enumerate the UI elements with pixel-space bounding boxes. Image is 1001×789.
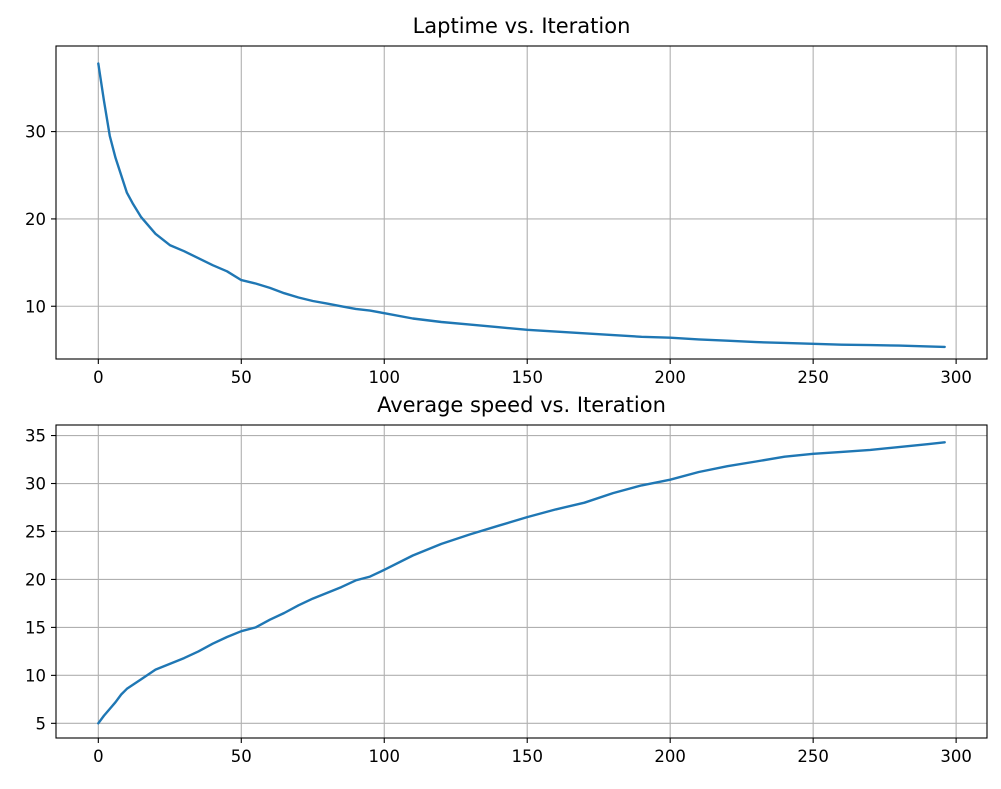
speed-x-tick-label: 100 — [369, 747, 401, 766]
laptime-x-tick-label: 150 — [511, 368, 543, 387]
speed-x-tick-label: 300 — [940, 747, 972, 766]
speed-y-tick-label: 10 — [25, 666, 46, 685]
laptime-x-tick-label: 0 — [93, 368, 104, 387]
speed-y-tick-label: 20 — [25, 570, 46, 589]
laptime-axes: 0 50 100 150 200 250 300 10 20 30 Laptime vs. Iter… — [25, 14, 988, 387]
speed-axes: 0 50 100 150 200 250 300 5 10 15 20 25 30 35 Average s… — [25, 393, 988, 766]
laptime-series-line — [97, 62, 946, 349]
speed-y-tick-label: 15 — [25, 618, 46, 637]
speed-chart-title: Average speed vs. Iteration — [377, 393, 666, 417]
laptime-y-tick-label: 30 — [25, 123, 46, 142]
laptime-y-tick-label: 20 — [25, 210, 46, 229]
laptime-x-tick-label: 250 — [797, 368, 829, 387]
laptime-x-tick-label: 200 — [654, 368, 686, 387]
speed-x-tick-label: 250 — [797, 747, 829, 766]
speed-x-tick-label: 50 — [231, 747, 252, 766]
laptime-chart-title: Laptime vs. Iteration — [413, 14, 631, 38]
laptime-x-tick-label: 300 — [940, 368, 972, 387]
speed-y-tick-label: 30 — [25, 475, 46, 494]
speed-y-tick-label: 35 — [25, 427, 46, 446]
speed-x-tick-label: 150 — [511, 747, 543, 766]
laptime-axes-frame — [55, 45, 988, 360]
speed-x-tick-label: 200 — [654, 747, 686, 766]
speed-x-tick-label: 0 — [93, 747, 104, 766]
speed-y-tick-label: 5 — [36, 714, 47, 733]
laptime-y-tick-label: 10 — [25, 297, 46, 316]
laptime-x-tick-label: 100 — [369, 368, 401, 387]
laptime-x-tick-label: 50 — [231, 368, 252, 387]
speed-axes-frame — [55, 424, 988, 739]
speed-series-line — [97, 441, 946, 725]
speed-y-tick-label: 25 — [25, 522, 46, 541]
